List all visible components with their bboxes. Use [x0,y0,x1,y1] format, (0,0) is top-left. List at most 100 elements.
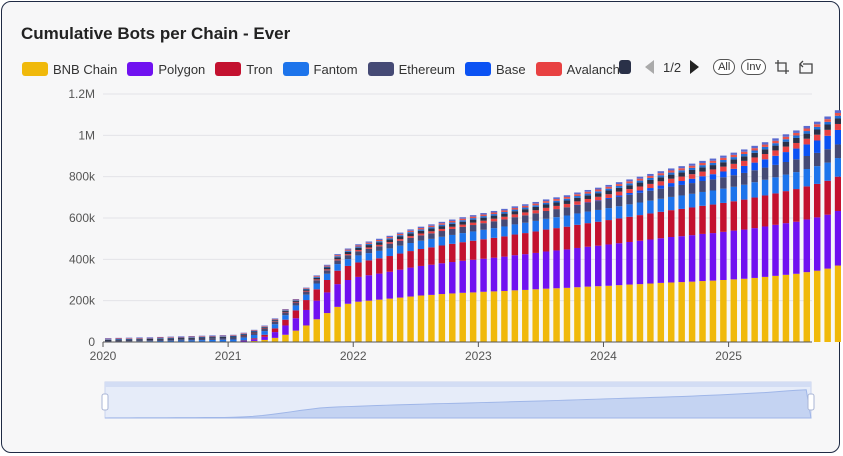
bar-segment [449,234,456,244]
bar-segment-other [605,190,612,195]
bar-segment [626,204,633,217]
bar-segment [323,273,331,280]
bar-segment [688,193,696,208]
bar-segment-other [292,299,300,301]
select-all-button[interactable]: All [713,59,736,75]
x-tick-label: 2025 [715,349,742,363]
bar-segment [480,223,487,230]
bar-segment [761,276,769,342]
bar-segment-other [250,331,258,333]
bar-segment [428,294,435,342]
bar-segment [740,184,748,200]
bar-segment [803,144,811,156]
legend-item-avalanche[interactable]: Avalanche [535,61,628,77]
bar-segment [511,234,519,256]
bar-segment [219,339,227,342]
bar-segment-other [605,184,612,187]
bar-segment-other [449,223,456,227]
bar-segment [615,285,623,342]
bar-segment [282,325,289,335]
bar-segment [595,245,602,287]
bar-segment [657,238,665,283]
bar-segment [480,220,487,224]
bar-segment-other [188,336,195,338]
legend-next-page-icon[interactable] [690,60,700,74]
bar-segment-other [720,157,727,161]
bar-segment [532,213,539,221]
bar-segment-other [824,119,831,122]
bar-segment [584,286,592,342]
bar-segment-other [490,210,498,213]
bar-segment [230,337,237,340]
bar-segment [261,331,268,335]
bar-segment-other [396,235,404,237]
bar-segment [584,211,592,224]
legend-item-ethereum[interactable]: Ethereum [367,62,455,77]
bar-segment [574,204,581,214]
bar-segment [407,243,414,252]
invert-selection-button[interactable]: Inv [741,59,766,75]
bar-segment-other [417,229,425,231]
restore-icon[interactable] [798,59,814,75]
legend-swatch [282,62,309,76]
bar-segment-other [469,216,477,219]
bar-segment-other [605,186,612,189]
bar-segment [532,231,539,253]
legend-item-bnb-chain[interactable]: BNB Chain [22,62,117,77]
bar-segment [376,244,383,247]
bar-segment [761,154,769,160]
bar-segment [459,224,466,227]
bar-segment-other [740,151,748,155]
bar-segment-other [532,203,539,206]
zoom-slider-bar[interactable] [105,382,811,387]
bar-segment [834,158,841,177]
bar-segment [793,273,800,342]
legend-item-tron[interactable]: Tron [215,62,273,77]
bar-segment [542,229,550,252]
bar-segment [240,337,247,341]
legend-page-indicator: 1/2 [663,59,682,75]
bar-segment [303,290,310,292]
bar-segment [428,231,435,234]
bar-segment [282,315,289,320]
bar-segment-other [323,266,331,268]
y-tick-label: 1M [78,128,95,142]
legend-item-fantom[interactable]: Fantom [282,62,358,77]
legend-prev-page-icon[interactable] [645,60,654,74]
bar-segment-other [688,167,696,170]
bar-segment [292,302,300,306]
bar-segment [334,270,341,285]
bar-segment [104,340,112,342]
bar-segment [720,188,727,203]
bar-segment-other [584,191,592,194]
bar-segment-other [250,330,258,331]
zoom-slider-handle-left[interactable] [101,393,109,411]
bar-segment [198,340,206,342]
zoom-slider-preview [104,389,812,419]
bar-segment [417,240,425,249]
y-tick-label: 400k [69,252,96,266]
bar-segment [740,165,748,173]
legend-item-base[interactable]: Base [465,62,526,77]
zoom-slider-handle-right[interactable] [807,393,815,411]
legend-item-polygon[interactable]: Polygon [127,62,205,77]
bar-segment-other [177,336,185,338]
bar-segment-other [407,233,414,237]
bar-segment [772,155,779,165]
bar-segment [657,181,665,186]
bar-segment [709,233,717,281]
legend-swatch-overflow[interactable] [619,60,631,74]
bar-segment [250,332,258,334]
bar-segment [490,237,498,258]
crop-icon[interactable] [774,59,790,75]
bar-segment-other [386,237,393,239]
legend-label: Avalanche [566,61,628,77]
bar-segment [730,230,738,280]
bar-segment-other [636,180,644,183]
bar-segment-other [115,339,122,340]
bar-segment-other [761,144,769,147]
bar-segment [386,256,393,272]
bar-segment-other [813,124,821,127]
bar-segment [782,223,790,275]
bar-segment-other [376,238,383,240]
